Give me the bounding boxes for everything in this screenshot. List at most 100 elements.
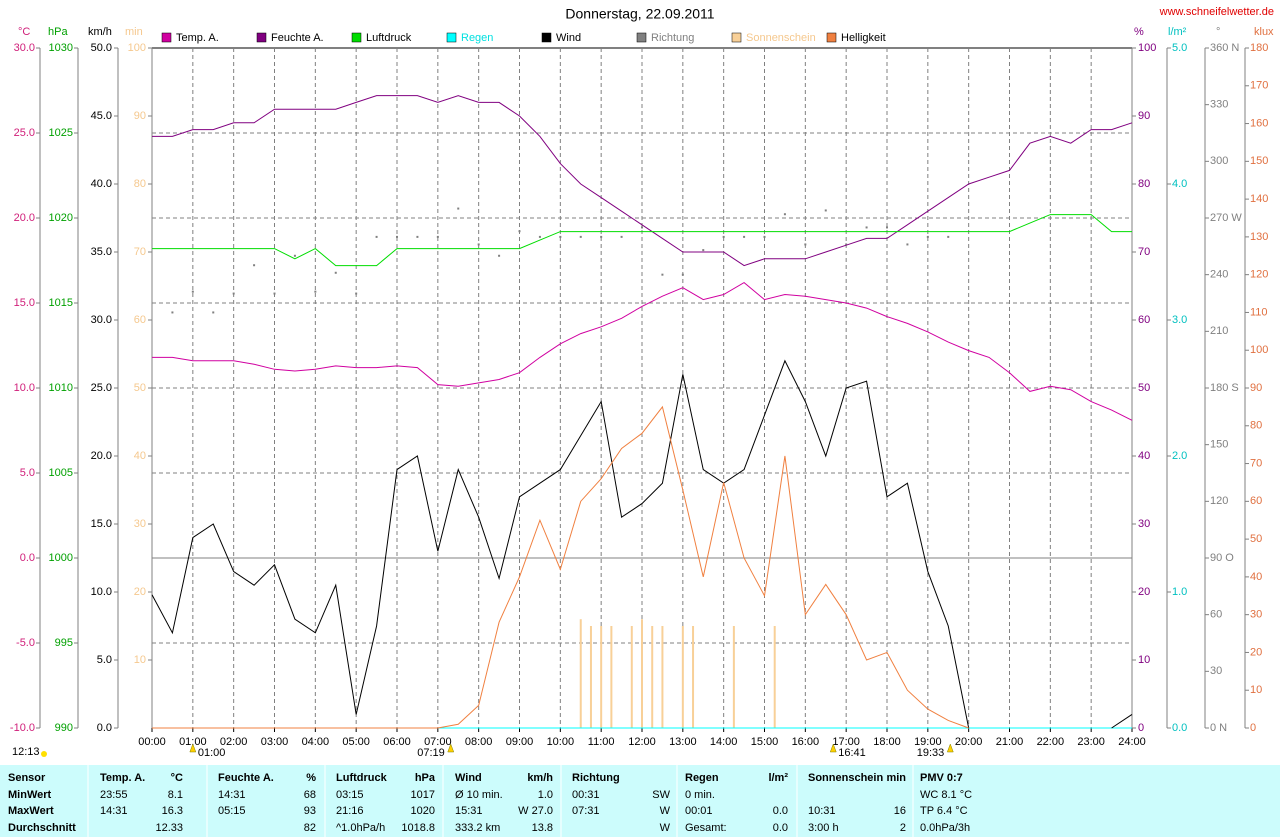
y-tick-label: 40 <box>1138 450 1150 462</box>
legend-swatch <box>446 32 457 43</box>
table-cell: Temp. A. <box>100 772 145 784</box>
x-tick-label: 03:00 <box>261 736 289 748</box>
direction-dot <box>232 292 235 295</box>
sunshine-bar <box>600 626 603 728</box>
table-cell: SW <box>652 789 670 801</box>
series-line <box>1111 713 1133 729</box>
table-cell: 21:16 <box>336 805 364 817</box>
y-tick-label: 20.0 <box>14 212 35 224</box>
x-tick-label: 22:00 <box>1037 736 1065 748</box>
y-tick-label: 60 <box>1138 314 1150 326</box>
direction-dot <box>824 209 827 212</box>
table-cell: 68 <box>304 789 316 801</box>
y-tick-label: 90 <box>1138 110 1150 122</box>
y-tick-label: 160 <box>1250 117 1268 129</box>
x-tick-label: 17:00 <box>832 736 860 748</box>
y-tick-label: 240 <box>1210 269 1228 281</box>
table-cell: 0 min. <box>685 789 715 801</box>
table-cell: 82 <box>304 822 316 834</box>
table-cell: 333.2 km <box>455 822 500 834</box>
table-cell: min <box>886 772 906 784</box>
y-tick-label: 70 <box>1138 246 1150 258</box>
event-marker <box>829 743 837 753</box>
table-cell: 1018.8 <box>401 822 435 834</box>
table-cell: 8.1 <box>168 789 183 801</box>
legend-swatch <box>351 32 362 43</box>
axis-unit: km/h <box>88 26 112 38</box>
y-tick-label: 990 <box>55 722 73 734</box>
x-tick-label: 24:00 <box>1118 736 1146 748</box>
y-tick-label: 1010 <box>49 382 73 394</box>
table-cell: 12.33 <box>155 822 183 834</box>
y-tick-label: 995 <box>55 637 73 649</box>
y-tick-label: 20.0 <box>91 450 112 462</box>
y-tick-label: 90 <box>1250 382 1262 394</box>
y-tick-label: 330 <box>1210 99 1228 111</box>
axis-unit: °C <box>18 26 30 38</box>
y-tick-label: 60 <box>1210 609 1222 621</box>
y-tick-label: 90 <box>134 110 146 122</box>
table-cell: 00:31 <box>572 789 600 801</box>
event-label: 16:41 <box>838 747 866 759</box>
sunshine-bar <box>630 626 633 728</box>
table-cell: Gesamt: <box>685 822 727 834</box>
y-tick-label: 80 <box>1138 178 1150 190</box>
series-line <box>152 95 1133 267</box>
table-cell: 05:15 <box>218 805 246 817</box>
direction-dot <box>171 311 174 314</box>
y-tick-label: 10.0 <box>91 586 112 598</box>
event-label: 07:19 <box>417 747 445 759</box>
x-tick-label: 10:00 <box>547 736 575 748</box>
table-cell: WC 8.1 °C <box>920 789 972 801</box>
direction-dot <box>681 273 684 276</box>
direction-dot <box>886 226 888 229</box>
direction-dot <box>436 235 439 238</box>
legend-label: Feuchte A. <box>271 32 324 44</box>
y-tick-label: 1030 <box>49 42 73 54</box>
y-tick-label: -5.0 <box>16 637 35 649</box>
direction-dot <box>334 271 337 274</box>
series-line <box>152 214 1132 267</box>
table-cell: Sensor <box>8 772 46 784</box>
legend-swatch <box>636 32 647 43</box>
table-cell: 15:31 <box>455 805 483 817</box>
y-tick-label: 20 <box>134 586 146 598</box>
x-tick-label: 16:00 <box>792 736 820 748</box>
y-tick-label: 30.0 <box>14 42 35 54</box>
axis-unit: min <box>125 26 143 38</box>
x-tick-label: 18:00 <box>873 736 901 748</box>
y-tick-label: 15.0 <box>91 518 112 530</box>
table-cell: TP 6.4 °C <box>920 805 968 817</box>
y-tick-label: 50 <box>1138 382 1150 394</box>
y-tick-label: 15.0 <box>14 297 35 309</box>
table-cell: 1020 <box>411 805 435 817</box>
table-cell: 10:31 <box>808 805 836 817</box>
direction-dot <box>293 254 296 257</box>
event-label: 19:33 <box>917 747 945 759</box>
legend-label: Richtung <box>651 32 694 44</box>
direction-dot <box>600 235 603 238</box>
legend-swatch <box>161 32 172 43</box>
y-tick-label: 60 <box>1250 495 1262 507</box>
event-label: 01:00 <box>198 747 226 759</box>
y-tick-label: 0 <box>1250 722 1256 734</box>
legend-swatch <box>256 32 267 43</box>
x-tick-label: 21:00 <box>996 736 1024 748</box>
y-tick-label: 40 <box>134 450 146 462</box>
x-tick-label: 19:00 <box>914 736 942 748</box>
direction-dot <box>804 243 807 246</box>
y-tick-label: 5.0 <box>97 654 112 666</box>
table-cell: °C <box>171 772 183 784</box>
table-cell: 03:15 <box>336 789 364 801</box>
axis-unit: l/m² <box>1168 26 1187 38</box>
sunshine-bar <box>579 619 582 728</box>
y-tick-label: 5.0 <box>20 467 35 479</box>
x-tick-label: 06:00 <box>383 736 411 748</box>
table-cell: 0.0 <box>773 822 788 834</box>
y-tick-label: 70 <box>1250 457 1262 469</box>
y-tick-label: 10 <box>1138 654 1150 666</box>
table-cell: 16.3 <box>162 805 183 817</box>
y-tick-label: 120 <box>1250 269 1268 281</box>
y-tick-label: 25.0 <box>91 382 112 394</box>
y-tick-label: 1005 <box>49 467 73 479</box>
